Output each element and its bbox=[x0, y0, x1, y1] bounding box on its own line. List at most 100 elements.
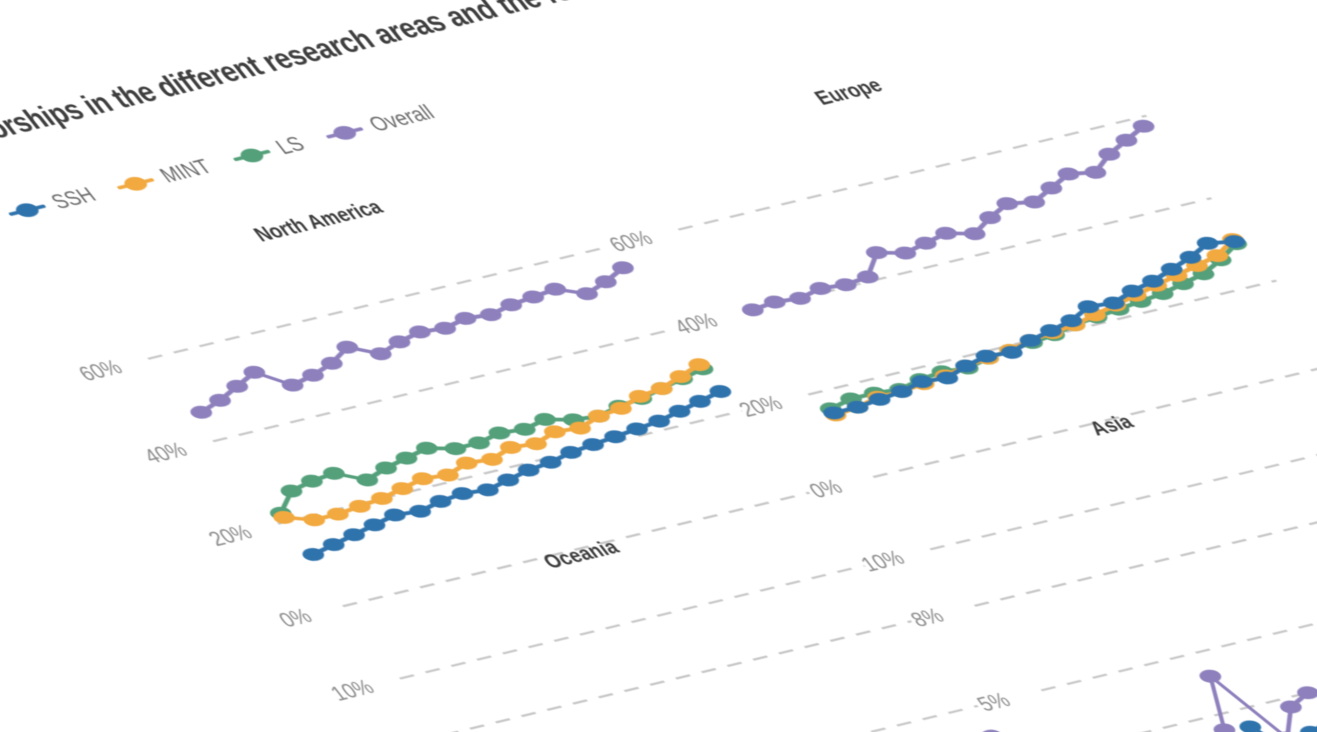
data-point-marker bbox=[1084, 165, 1107, 179]
data-point-marker bbox=[336, 340, 359, 354]
subplot-title: North America bbox=[249, 196, 388, 246]
data-point-marker bbox=[594, 275, 617, 289]
series-mint bbox=[1137, 658, 1317, 732]
gridline bbox=[677, 114, 1148, 231]
data-point-marker bbox=[455, 456, 478, 470]
subplot-title: Asia bbox=[1085, 411, 1139, 440]
data-point-marker bbox=[741, 303, 764, 317]
y-tick-label: 20% bbox=[733, 391, 788, 422]
data-point-marker bbox=[626, 422, 648, 436]
data-point-marker bbox=[975, 349, 998, 363]
series-mint bbox=[273, 358, 711, 527]
data-point-marker bbox=[865, 246, 888, 260]
data-point-marker bbox=[569, 421, 591, 435]
gridline bbox=[1084, 631, 1317, 732]
data-point-marker bbox=[434, 321, 456, 335]
subplot-europe: 0% 20% 40% 60% Europe bbox=[600, 74, 1317, 507]
data-point-marker bbox=[709, 385, 732, 398]
data-point-marker bbox=[416, 441, 438, 455]
data-point-marker bbox=[391, 482, 414, 496]
y-tick-label: 5% bbox=[972, 688, 1016, 716]
data-point-marker bbox=[588, 409, 610, 423]
subplot-north-america: 0% 20% 40% 60% North America bbox=[69, 196, 812, 636]
y-tick-label: 60% bbox=[73, 355, 128, 386]
data-point-marker bbox=[1102, 296, 1125, 310]
y-tick-label: 40% bbox=[668, 308, 723, 339]
data-point-marker bbox=[789, 291, 811, 305]
data-point-marker bbox=[522, 290, 545, 304]
data-point-marker bbox=[322, 538, 345, 552]
data-point-marker bbox=[628, 389, 651, 403]
data-point-marker bbox=[911, 375, 933, 389]
data-point-marker bbox=[371, 492, 393, 505]
data-point-marker bbox=[1196, 236, 1219, 250]
y-tick-label: 0% bbox=[803, 474, 847, 502]
data-point-marker bbox=[650, 382, 673, 395]
data-point-marker bbox=[1239, 720, 1262, 732]
gridline bbox=[973, 490, 1317, 607]
data-point-marker bbox=[648, 414, 670, 428]
subplot-asia: 0%3%5%8%10%Asia bbox=[851, 411, 1317, 732]
series-line bbox=[750, 124, 1146, 312]
data-point-marker bbox=[479, 308, 502, 322]
data-point-marker bbox=[936, 371, 959, 385]
data-point-marker bbox=[369, 347, 392, 361]
data-point-marker bbox=[610, 401, 632, 415]
series-ls bbox=[269, 362, 714, 520]
data-point-marker bbox=[1206, 249, 1229, 263]
data-point-marker bbox=[481, 452, 503, 466]
y-tick-label: 8% bbox=[905, 603, 949, 631]
data-point-marker bbox=[669, 370, 692, 384]
data-point-marker bbox=[409, 504, 431, 518]
data-point-marker bbox=[409, 325, 431, 339]
data-point-marker bbox=[668, 404, 691, 418]
series-overall bbox=[190, 261, 634, 419]
data-point-marker bbox=[500, 298, 523, 312]
data-point-marker bbox=[604, 430, 626, 444]
data-point-marker bbox=[384, 508, 406, 522]
gridline bbox=[872, 362, 1317, 479]
data-point-marker bbox=[689, 394, 711, 408]
gridline bbox=[342, 491, 812, 608]
data-point-marker bbox=[996, 197, 1019, 211]
data-point-marker bbox=[1179, 250, 1202, 264]
data-point-marker bbox=[444, 442, 467, 456]
data-point-marker bbox=[525, 437, 547, 451]
data-point-marker bbox=[301, 474, 323, 488]
gridline bbox=[277, 408, 747, 525]
data-point-marker bbox=[209, 393, 231, 407]
data-point-marker bbox=[437, 468, 459, 482]
series-line bbox=[1128, 644, 1317, 732]
data-point-marker bbox=[1300, 725, 1317, 732]
data-point-marker bbox=[429, 494, 452, 508]
data-point-marker bbox=[513, 422, 536, 436]
data-point-marker bbox=[834, 278, 857, 292]
data-point-marker bbox=[979, 211, 1001, 225]
gridline bbox=[443, 620, 914, 732]
data-point-marker bbox=[1040, 181, 1063, 195]
data-point-marker bbox=[302, 368, 324, 382]
data-point-marker bbox=[302, 548, 325, 561]
data-point-marker bbox=[543, 425, 566, 439]
series-line bbox=[831, 239, 1237, 415]
data-point-marker bbox=[281, 378, 304, 392]
data-point-marker bbox=[856, 270, 879, 284]
y-tick-label: 0% bbox=[273, 603, 317, 631]
data-point-marker bbox=[539, 455, 562, 469]
series-ls bbox=[819, 237, 1247, 416]
series-line bbox=[1112, 605, 1317, 732]
data-point-marker bbox=[517, 463, 540, 477]
data-point-marker bbox=[1142, 274, 1164, 288]
data-point-marker bbox=[363, 518, 386, 532]
data-point-marker bbox=[1223, 235, 1246, 249]
data-point-marker bbox=[327, 507, 349, 521]
data-point-marker bbox=[1280, 700, 1302, 714]
data-point-marker bbox=[688, 358, 711, 372]
data-point-marker bbox=[963, 227, 986, 241]
gridline bbox=[1040, 575, 1317, 692]
data-point-marker bbox=[1023, 195, 1046, 209]
data-point-marker bbox=[576, 287, 598, 301]
